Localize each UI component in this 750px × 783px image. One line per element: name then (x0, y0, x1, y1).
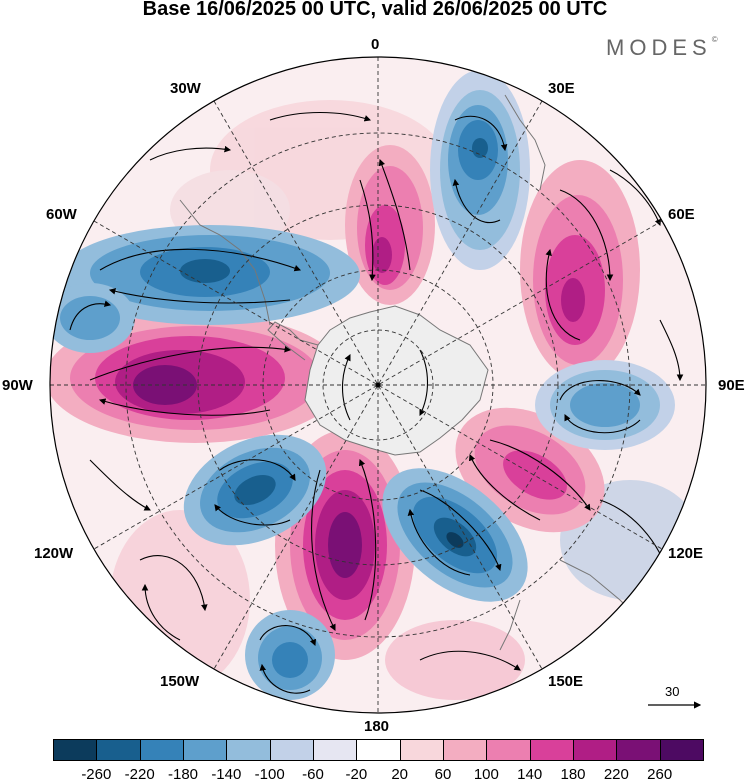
map-boundary (49, 56, 707, 714)
legend-tick-label: -220 (124, 766, 155, 783)
legend-swatch (139, 739, 184, 761)
positive-anomaly-west (50, 313, 345, 443)
lon-label-90w: 90W (2, 377, 33, 394)
positive-anomaly-east (520, 160, 640, 380)
legend-swatch (269, 739, 314, 761)
legend-tick-label: 180 (560, 766, 586, 783)
legend-tick-label: -180 (167, 766, 199, 783)
lon-label-120w: 120W (34, 545, 74, 562)
legend-tick-label: -20 (345, 766, 368, 783)
negative-anomaly-southeast (382, 468, 528, 602)
legend-swatch (313, 739, 358, 761)
legend-tick-label: 220 (603, 766, 629, 783)
lon-label-150e: 150E (548, 673, 584, 690)
legend-swatch (486, 739, 531, 761)
antarctica-landmass (304, 305, 489, 456)
legend-tick-label: 140 (517, 766, 543, 783)
lon-label-30e: 30E (548, 80, 575, 97)
anomaly-field (50, 57, 706, 713)
map-title: Base 16/06/2025 00 UTC, valid 26/06/2025… (142, 0, 608, 20)
legend-swatch (399, 739, 444, 761)
lon-label-90e: 90E (718, 377, 745, 394)
legend-swatch (356, 739, 401, 761)
legend-swatch (443, 739, 488, 761)
legend-tick-label: -260 (81, 766, 112, 783)
wind-streamlines (69, 112, 684, 694)
legend-swatch (53, 739, 98, 761)
antarctic-peninsula-coast (267, 321, 319, 361)
reference-vector-label: 30 (665, 684, 680, 699)
legend-tick-label: 60 (434, 766, 452, 783)
negative-anomaly-southwest (183, 434, 327, 546)
brand-logo: MODES© (606, 35, 718, 61)
color-legend (53, 739, 704, 761)
legend-tick-label: -140 (211, 766, 242, 783)
legend-swatch (659, 739, 704, 761)
negative-anomaly-south (245, 610, 335, 700)
south-pole-marker (375, 382, 381, 388)
lon-label-30w: 30W (170, 80, 201, 97)
graticule (50, 57, 706, 713)
positive-anomaly-north (345, 145, 435, 305)
lon-label-60e: 60E (668, 206, 695, 223)
legend-tick-label: 260 (647, 766, 673, 783)
lon-label-0: 0 (371, 36, 380, 53)
negative-anomaly-north (430, 70, 530, 270)
legend-tick-label: 20 (391, 766, 408, 783)
legend-swatch (183, 739, 228, 761)
legend-swatch (226, 739, 271, 761)
negative-anomaly-west (50, 283, 135, 353)
copyright-mark: © (711, 35, 718, 44)
legend-swatch (616, 739, 661, 761)
legend-swatch (529, 739, 574, 761)
lon-label-150w: 150W (160, 673, 200, 690)
brand-text: MODES (606, 35, 712, 60)
negative-anomaly-east (535, 360, 675, 450)
lon-label-180: 180 (364, 718, 390, 735)
legend-swatch (96, 739, 141, 761)
lon-label-60w: 60W (46, 206, 77, 223)
legend-swatch (573, 739, 618, 761)
lon-label-120e: 120E (668, 545, 704, 562)
legend-tick-label: -60 (302, 766, 324, 783)
legend-tick-label: 100 (473, 766, 499, 783)
legend-tick-label: -100 (254, 766, 285, 783)
